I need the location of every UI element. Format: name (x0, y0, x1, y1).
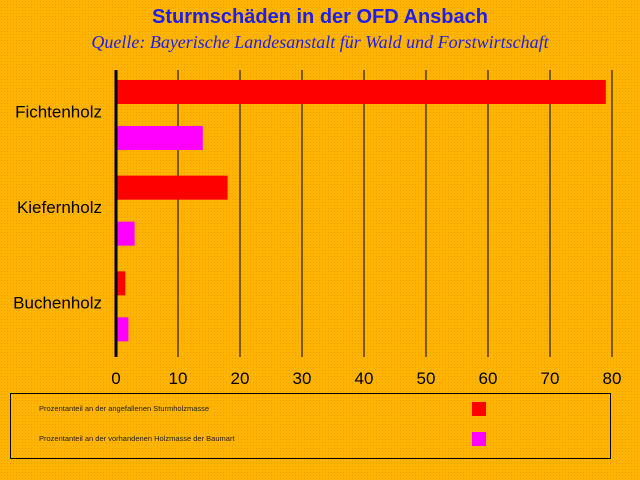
x-tick-label: 70 (541, 369, 560, 388)
x-tick-label: 0 (111, 369, 120, 388)
x-tick-label: 20 (231, 369, 250, 388)
category-label-kiefernholz: Kiefernholz (17, 198, 102, 217)
category-label-fichtenholz: Fichtenholz (15, 102, 102, 121)
x-tick-label: 40 (355, 369, 374, 388)
legend-label-holzmasse: Prozentanteil an der vorhandenen Holzmas… (39, 434, 235, 443)
bar-chart: Fichtenholz Kiefernholz Buchenholz 0 10 20 30 4… (13, 70, 622, 388)
legend: Prozentanteil an der angefallenen Sturmh… (10, 393, 611, 459)
legend-swatch-holzmasse (472, 432, 486, 446)
x-tick-label: 50 (417, 369, 436, 388)
chart-title: Sturmschäden in der OFD Ansbach (152, 6, 488, 28)
legend-label-sturmholz: Prozentanteil an der angefallenen Sturmh… (39, 404, 210, 413)
bar-sturmholz-buchenholz (116, 271, 126, 296)
x-tick-label: 30 (293, 369, 312, 388)
bar-sturmholz-kiefernholz (116, 175, 228, 200)
bar-sturmholz-fichtenholz (116, 80, 606, 104)
legend-item-holzmasse: Prozentanteil an der vorhandenen Holzmas… (11, 430, 610, 450)
bar-holzmasse-kiefernholz (116, 221, 135, 246)
legend-swatch-sturmholz (472, 402, 486, 416)
legend-item-sturmholz: Prozentanteil an der angefallenen Sturmh… (11, 400, 610, 420)
x-tick-label: 10 (169, 369, 188, 388)
bar-holzmasse-buchenholz (116, 317, 129, 342)
chart-subtitle: Quelle: Bayerische Landesanstalt für Wal… (91, 32, 549, 52)
x-tick-label: 80 (603, 369, 622, 388)
x-tick-label: 60 (479, 369, 498, 388)
category-label-buchenholz: Buchenholz (13, 294, 102, 313)
bar-holzmasse-fichtenholz (116, 126, 203, 150)
